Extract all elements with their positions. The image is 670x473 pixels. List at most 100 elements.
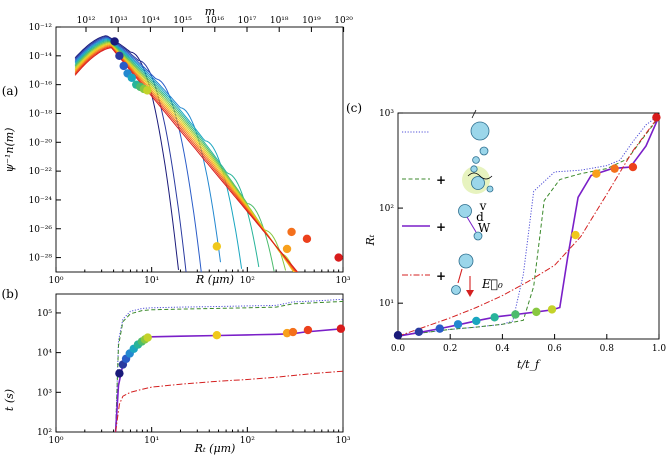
annotation-letter-d: d xyxy=(476,210,484,224)
marker-point xyxy=(652,113,661,122)
marker-point xyxy=(212,330,222,340)
marker-point xyxy=(532,307,541,317)
marker-point xyxy=(127,73,137,82)
marker-point xyxy=(472,316,481,326)
y-tick-label: 10⁴ xyxy=(37,349,52,359)
top-axis-label: m xyxy=(205,5,215,18)
distribution-curve xyxy=(74,47,299,272)
marker-point xyxy=(115,369,124,378)
series-line-dashdot xyxy=(397,115,660,337)
x-tick-label: 0.4 xyxy=(495,344,510,354)
y-tick-label: 10⁻¹⁸ xyxy=(29,109,53,119)
panel-label-a: (a) xyxy=(2,84,19,98)
distribution-curve xyxy=(74,46,298,272)
x-tick-label: 10² xyxy=(240,276,255,286)
large-drop-icon xyxy=(470,121,490,141)
distribution-curve xyxy=(74,44,296,272)
y-tick-label: 10⁻²⁸ xyxy=(29,254,53,264)
top-tick-label: 10¹⁸ xyxy=(270,16,289,26)
legend-plus: + xyxy=(436,269,446,283)
field-label: E⃗₀ xyxy=(481,277,503,291)
x-tick-label: 10¹ xyxy=(144,436,159,446)
marker-point xyxy=(143,86,152,95)
y-tick-label: 10⁵ xyxy=(37,309,52,319)
y-tick-label: 10⁻¹⁶ xyxy=(29,81,53,91)
series-line-solid xyxy=(114,327,344,433)
panel-b: 10⁰ 10¹ 10² 10³ 10² 10³ 10⁴ 10⁵ (b) Rₜ (μm) t (s) xyxy=(1,287,350,455)
x-tick-label: 10¹ xyxy=(144,276,159,286)
x-tick-label: 10⁰ xyxy=(48,276,63,286)
series-line-dashed xyxy=(397,117,660,336)
distribution-curve xyxy=(74,45,297,272)
marker-point xyxy=(336,324,346,333)
plot-frame xyxy=(397,112,660,340)
small-drop-icon xyxy=(473,231,483,241)
marker-point xyxy=(288,327,298,337)
marker-point xyxy=(119,61,128,71)
y-tick-label: 10⁻²² xyxy=(29,167,53,177)
marker-point xyxy=(592,169,601,178)
distribution-curve xyxy=(74,37,202,272)
small-drop-icon xyxy=(472,156,480,164)
annotation-letter-v: v xyxy=(479,199,487,213)
marker-point xyxy=(490,313,499,322)
panel-a: 10⁰ 10¹ 10² 10³ 10¹² 10¹³ 10¹⁴ 10¹⁵ 10¹⁶ 10¹⁷ 10¹⁸… xyxy=(2,5,354,286)
marker-point xyxy=(628,162,638,172)
marker-point xyxy=(334,253,343,262)
x-tick-label: 10³ xyxy=(335,276,350,286)
distribution-curve xyxy=(74,43,295,272)
small-drop-icon xyxy=(479,146,489,156)
x-tick-label: 10³ xyxy=(335,436,350,446)
y-tick-label: 10² xyxy=(37,428,52,438)
top-tick-label: 10¹⁹ xyxy=(302,16,321,26)
x-tick-label: 0.8 xyxy=(600,344,615,354)
distribution-curve xyxy=(74,35,179,270)
series-line-dotted xyxy=(397,114,660,336)
trajectory-icon xyxy=(471,109,477,119)
marker-point xyxy=(610,164,619,173)
marker-point xyxy=(547,305,557,314)
eddy-icon xyxy=(467,172,493,180)
y-tick-label: 10⁻²⁰ xyxy=(29,138,53,148)
top-tick-label: 10¹⁷ xyxy=(238,16,257,26)
x-tick-label: 10² xyxy=(240,436,255,446)
top-tick-label: 10¹³ xyxy=(109,16,128,26)
top-tick-label: 10²⁰ xyxy=(334,16,353,26)
annotation-letter-W: W xyxy=(478,221,491,235)
panel-c: 0.0 0.2 0.4 0.6 0.8 1.0 10¹ 10² 10³ (c) t/t_f Rₜ + + +… xyxy=(346,101,666,371)
y-axis-label: ψ⁻¹n(m) xyxy=(3,128,16,173)
x-axis-label: t/t_f xyxy=(517,358,541,371)
distribution-curve xyxy=(74,40,275,272)
top-tick-label: 10¹⁴ xyxy=(141,16,160,26)
medium-drop-icon xyxy=(471,176,485,190)
marker-point xyxy=(571,230,580,240)
y-tick-label: 10⁻¹⁴ xyxy=(29,52,53,62)
series-line-dashed xyxy=(115,300,344,433)
y-tick-label: 10² xyxy=(379,204,394,214)
marker-point xyxy=(302,234,312,244)
series-line-dotted xyxy=(115,298,344,433)
plot-frame xyxy=(55,293,344,433)
marker-point xyxy=(282,244,292,254)
marker-point xyxy=(303,325,313,335)
panel-label-c: (c) xyxy=(346,101,362,115)
marker-point xyxy=(393,331,403,340)
distribution-curve xyxy=(74,36,187,272)
y-tick-label: 10¹ xyxy=(379,299,394,309)
distribution-curve xyxy=(74,39,260,268)
y-tick-label: 10⁻¹² xyxy=(29,23,53,33)
legend-plus: + xyxy=(436,220,446,234)
marker-point xyxy=(287,227,296,237)
top-tick-label: 10¹² xyxy=(77,16,96,26)
top-tick-label: 10¹⁶ xyxy=(205,16,224,26)
marker-point xyxy=(435,324,444,333)
y-axis-label: Rₜ xyxy=(364,234,377,246)
x-tick-label: 0.0 xyxy=(391,344,406,354)
marker-point xyxy=(143,333,152,342)
small-drop-icon xyxy=(470,165,478,173)
marker-point xyxy=(453,320,463,329)
x-axis-label: Rₜ (μm) xyxy=(194,442,236,455)
small-drop-icon xyxy=(451,285,461,295)
medium-drop-icon xyxy=(458,204,472,218)
